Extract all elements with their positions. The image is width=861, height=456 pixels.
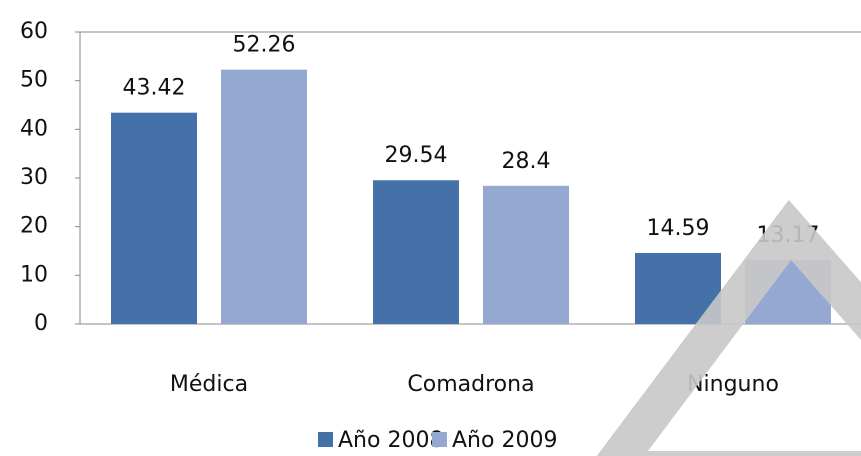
bar bbox=[483, 185, 569, 324]
data-label: 29.54 bbox=[385, 143, 448, 168]
data-label: 43.42 bbox=[123, 76, 186, 101]
y-tick-label: 40 bbox=[20, 116, 48, 141]
legend-label: Año 2008 bbox=[338, 428, 443, 453]
legend-label: Año 2009 bbox=[452, 428, 557, 453]
data-label: 52.26 bbox=[233, 33, 296, 58]
y-tick-label: 50 bbox=[20, 68, 48, 93]
y-tick-label: 10 bbox=[20, 262, 48, 287]
y-tick-label: 60 bbox=[20, 19, 48, 44]
bar bbox=[111, 112, 197, 324]
bar bbox=[373, 180, 459, 324]
watermark bbox=[596, 199, 861, 456]
y-tick-label: 20 bbox=[20, 214, 48, 239]
y-tick-label: 0 bbox=[34, 311, 48, 336]
x-tick-label: Médica bbox=[170, 372, 248, 397]
bar bbox=[221, 69, 307, 324]
legend-swatch bbox=[432, 432, 447, 447]
data-label: 14.59 bbox=[647, 216, 710, 241]
x-tick-label: Comadrona bbox=[407, 372, 534, 397]
data-label: 28.4 bbox=[502, 149, 551, 174]
legend-swatch bbox=[318, 432, 333, 447]
y-tick-label: 30 bbox=[20, 165, 48, 190]
